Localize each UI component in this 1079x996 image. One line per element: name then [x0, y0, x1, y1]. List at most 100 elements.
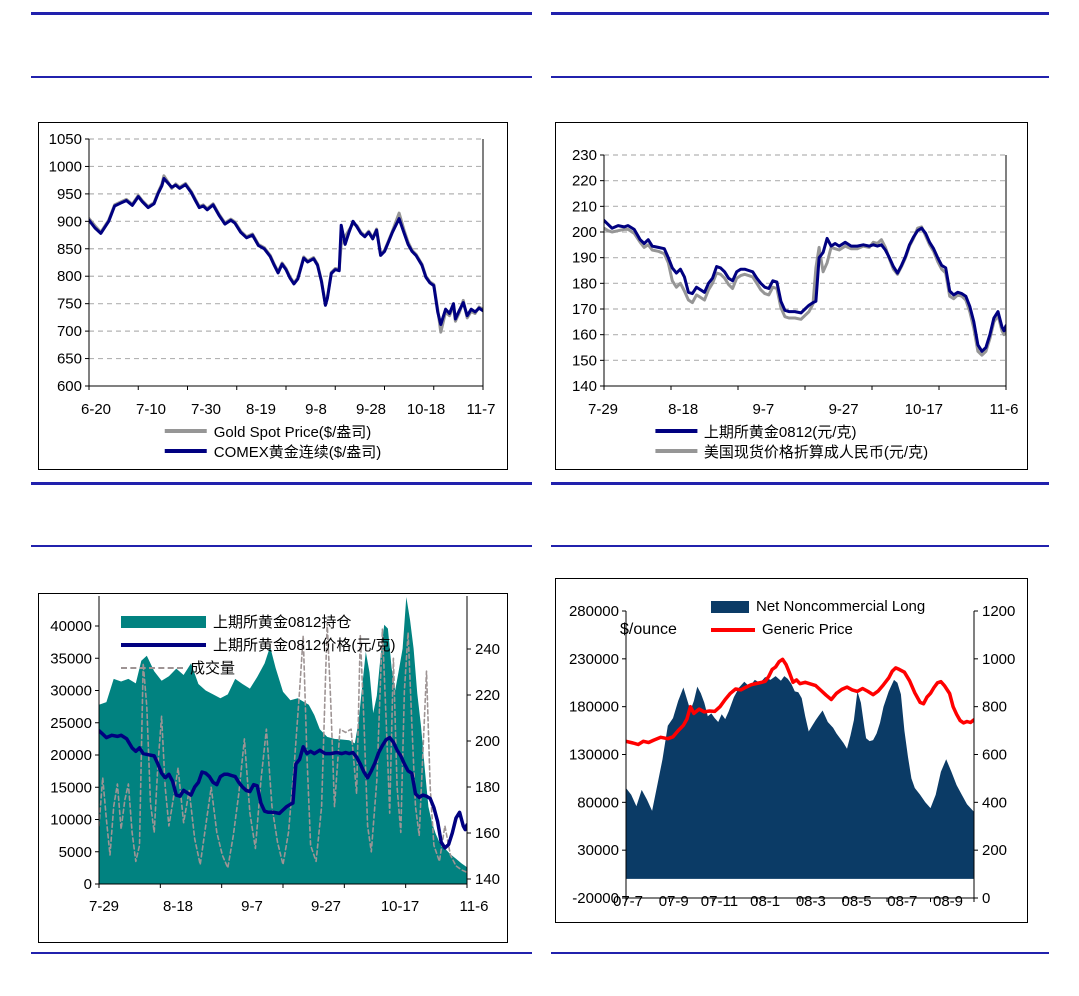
svg-text:9-7: 9-7: [241, 898, 263, 915]
svg-text:-20000: -20000: [572, 890, 619, 907]
svg-text:1200: 1200: [982, 603, 1015, 620]
svg-text:140: 140: [475, 871, 500, 888]
legend-item-gold-spot: Gold Spot Price($/盎司): [164, 421, 372, 441]
divider-line-mid-left-1: [31, 482, 532, 485]
legend-item-us-spot-rmb: 美国现货价格折算成人民币(元/克): [654, 441, 929, 461]
shfe-0812-line-swatch-icon: [654, 429, 697, 433]
divider-line-top-right-2: [551, 76, 1049, 78]
svg-text:180: 180: [475, 779, 500, 796]
legend-label-us-spot-rmb: 美国现货价格折算成人民币(元/克): [703, 443, 929, 461]
svg-text:35000: 35000: [50, 650, 92, 667]
svg-text:850: 850: [57, 241, 82, 258]
svg-text:7-29: 7-29: [89, 898, 119, 915]
svg-text:7-10: 7-10: [136, 401, 166, 418]
legend-label-generic-price: Generic Price: [762, 621, 853, 638]
legend-item-comex: COMEX黄金连续($/盎司): [164, 441, 381, 461]
svg-text:8-18: 8-18: [668, 401, 698, 418]
svg-text:400: 400: [982, 794, 1007, 811]
svg-text:950: 950: [57, 186, 82, 203]
svg-text:750: 750: [57, 296, 82, 313]
svg-text:11-7: 11-7: [467, 401, 496, 418]
svg-text:9-28: 9-28: [356, 401, 386, 418]
svg-text:30000: 30000: [577, 842, 619, 859]
svg-text:600: 600: [982, 747, 1007, 764]
svg-text:10000: 10000: [50, 812, 92, 829]
svg-text:1000: 1000: [982, 651, 1015, 668]
legend-label-net-long: Net Noncommercial Long: [756, 598, 926, 615]
legend-item-net-long: Net Noncommercial Long: [711, 595, 925, 618]
chart-gold-usd: 600 650 700 750 800 850 900 950 1000 1050 6-20 7-10…: [38, 122, 508, 470]
svg-text:9-27: 9-27: [829, 401, 859, 418]
net-long-area-swatch-icon: [711, 600, 749, 613]
svg-text:40000: 40000: [50, 618, 92, 635]
legend-label-position: 上期所黄金0812持仓: [213, 614, 352, 631]
svg-text:180: 180: [572, 275, 597, 292]
svg-text:80000: 80000: [577, 794, 619, 811]
svg-text:08-7: 08-7: [887, 893, 917, 910]
legend-item-price: 上期所黄金0812价格(元/克): [121, 633, 396, 656]
svg-text:170: 170: [572, 301, 597, 318]
legend-item-generic-price: Generic Price: [711, 618, 853, 641]
svg-text:200: 200: [572, 224, 597, 241]
svg-text:160: 160: [572, 327, 597, 344]
svg-text:08-5: 08-5: [842, 893, 872, 910]
svg-text:08-3: 08-3: [796, 893, 826, 910]
svg-text:130000: 130000: [569, 747, 619, 764]
svg-text:210: 210: [572, 198, 597, 215]
svg-text:08-1: 08-1: [750, 893, 780, 910]
svg-text:6-20: 6-20: [81, 401, 111, 418]
svg-text:220: 220: [475, 687, 500, 704]
svg-text:900: 900: [57, 213, 82, 230]
svg-text:180000: 180000: [569, 699, 619, 716]
volume-dashed-swatch-icon: [121, 666, 183, 669]
svg-text:650: 650: [57, 351, 82, 368]
svg-text:140: 140: [572, 378, 597, 395]
chart-cftc-legend: Net Noncommercial Long Generic Price: [711, 595, 925, 641]
svg-text:230: 230: [572, 147, 597, 164]
chart-shfe-legend: 上期所黄金0812持仓 上期所黄金0812价格(元/克) 成交量: [121, 610, 396, 679]
svg-text:8-18: 8-18: [163, 898, 193, 915]
svg-text:700: 700: [57, 323, 82, 340]
svg-text:7-30: 7-30: [191, 401, 221, 418]
legend-label-shfe-0812: 上期所黄金0812(元/克): [703, 423, 857, 441]
legend-item-position: 上期所黄金0812持仓: [121, 610, 351, 633]
us-spot-rmb-line-swatch-icon: [654, 449, 697, 453]
svg-text:07-9: 07-9: [659, 893, 689, 910]
svg-text:200: 200: [475, 733, 500, 750]
gold-spot-line-swatch-icon: [164, 429, 207, 433]
legend-item-volume: 成交量: [121, 656, 235, 679]
svg-text:5000: 5000: [59, 844, 92, 861]
legend-label-volume: 成交量: [190, 660, 236, 677]
svg-text:800: 800: [982, 699, 1007, 716]
divider-line-bottom-right: [551, 952, 1049, 954]
svg-text:8-19: 8-19: [246, 401, 276, 418]
chart-cftc-net-long: -20000 30000 80000 130000 180000 230000 280000…: [555, 578, 1028, 923]
svg-text:15000: 15000: [50, 779, 92, 796]
svg-text:280000: 280000: [569, 603, 619, 620]
comex-line-swatch-icon: [164, 449, 207, 453]
svg-text:220: 220: [572, 173, 597, 190]
svg-text:07-11: 07-11: [701, 893, 738, 910]
generic-price-line-swatch-icon: [711, 627, 755, 632]
svg-text:25000: 25000: [50, 715, 92, 732]
svg-text:9-8: 9-8: [305, 401, 327, 418]
chart-shfe-position-volume: 0 5000 10000 15000 20000 25000 30000 35000 40000…: [38, 593, 508, 943]
svg-text:160: 160: [475, 825, 500, 842]
svg-text:1050: 1050: [49, 131, 82, 148]
divider-line-top-right-1: [551, 12, 1049, 15]
divider-line-top-left-1: [31, 12, 532, 15]
chart-shfe-position-volume-plot: 0 5000 10000 15000 20000 25000 30000 35000 40000…: [50, 596, 500, 915]
chart-gold-usd-legend: Gold Spot Price($/盎司) COMEX黄金连续($/盎司): [164, 421, 381, 461]
svg-text:07-7: 07-7: [613, 893, 643, 910]
svg-text:20000: 20000: [50, 747, 92, 764]
svg-text:150: 150: [572, 352, 597, 369]
divider-line-bottom-left: [31, 952, 532, 954]
legend-label-gold-spot: Gold Spot Price($/盎司): [213, 423, 372, 441]
svg-text:11-6: 11-6: [460, 898, 489, 915]
svg-text:0: 0: [84, 876, 92, 893]
divider-line-mid-left-2: [31, 545, 532, 547]
svg-text:0: 0: [982, 890, 990, 907]
legend-label-price: 上期所黄金0812价格(元/克): [213, 637, 396, 654]
svg-text:30000: 30000: [50, 683, 92, 700]
